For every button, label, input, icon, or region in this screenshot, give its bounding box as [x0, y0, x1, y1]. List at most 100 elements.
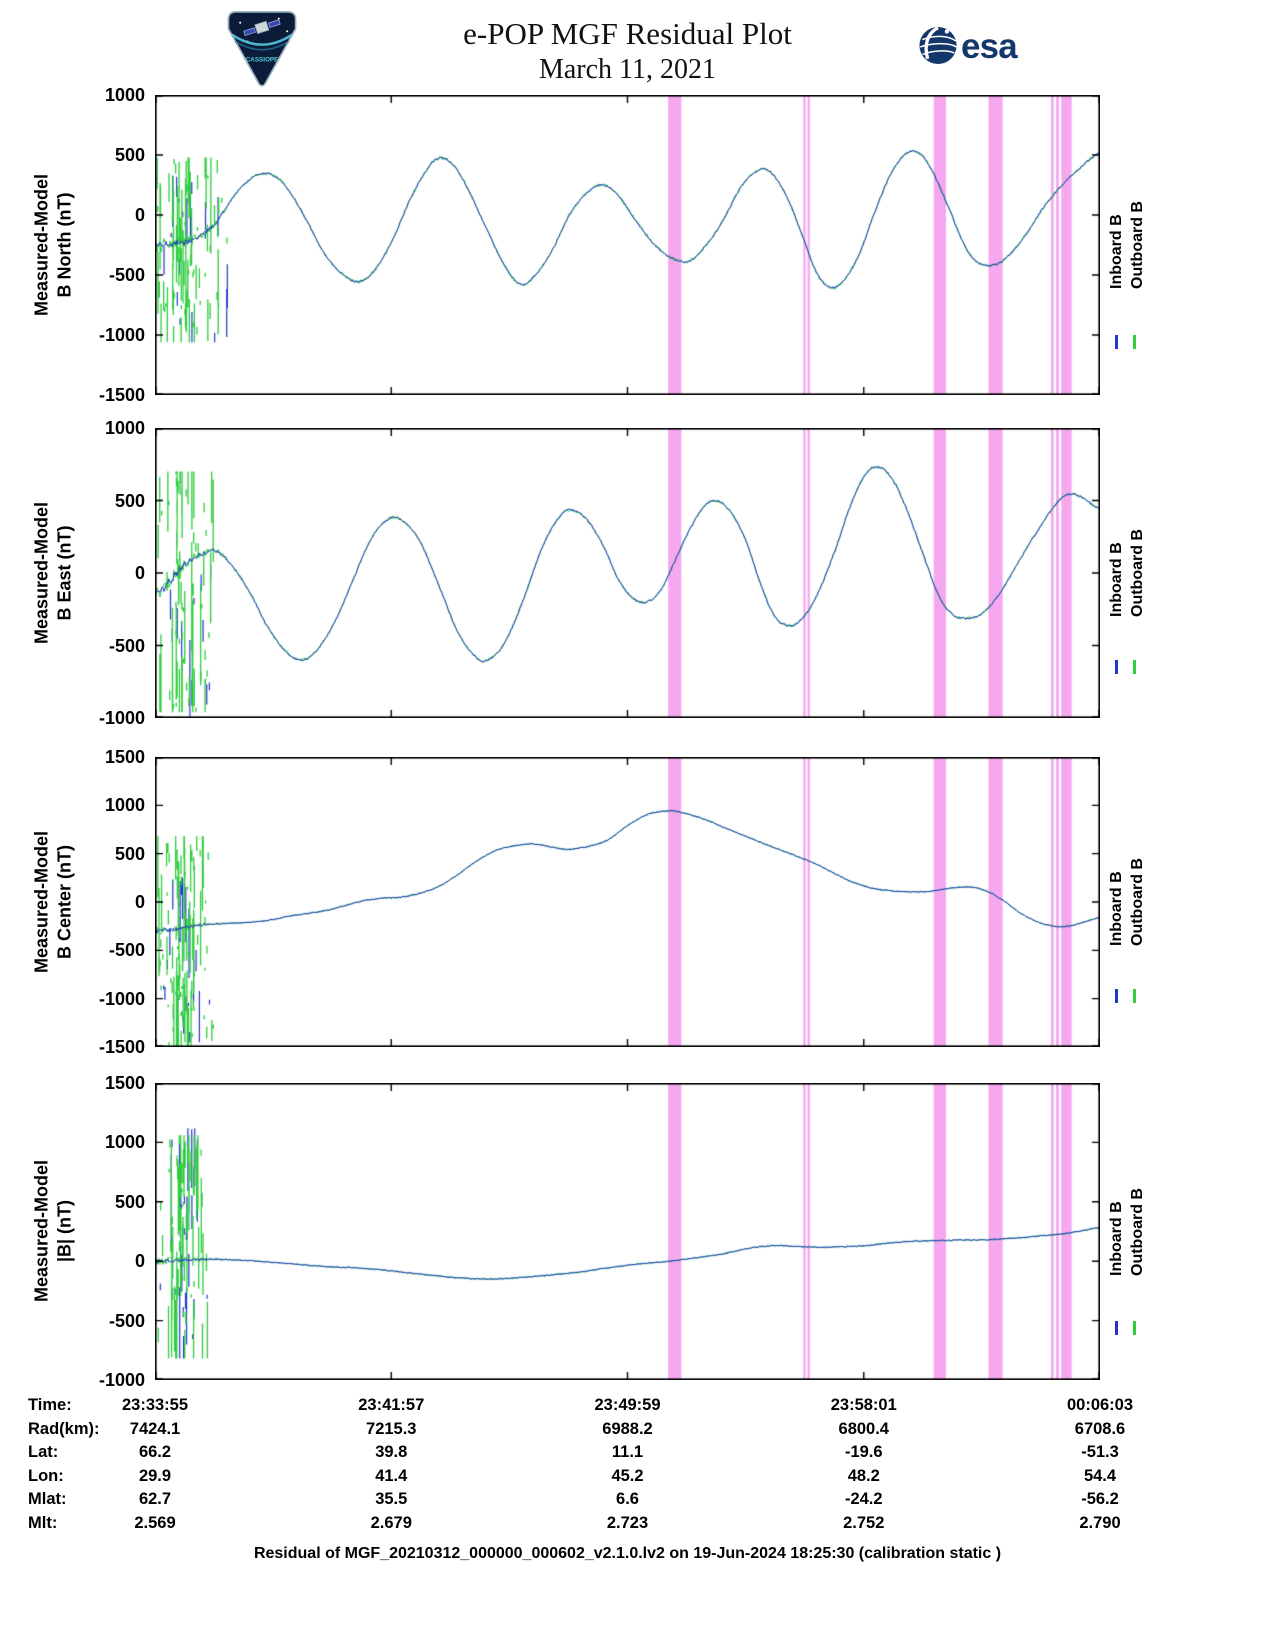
legend-labels: Inboard B Outboard B: [1108, 529, 1147, 617]
legend-b-center: Inboard B Outboard B: [1106, 757, 1166, 1047]
axis-row-label-lon: Lon:: [28, 1466, 64, 1485]
axis-value: 62.7: [138, 1490, 172, 1508]
y-axis-label-b-north: Measured-Model B North (nT): [31, 174, 78, 316]
axis-value: 6.6: [616, 1490, 639, 1508]
esa-logo: esa: [918, 22, 1044, 74]
y-tick-label: 1000: [104, 85, 145, 105]
axis-value: 23:49:59: [594, 1396, 661, 1414]
axis-value: 23:58:01: [830, 1396, 897, 1414]
axis-row-values: 66.2 39.8 11.1 -19.6 -51.3: [0, 1443, 1275, 1467]
legend-labels: Inboard B Outboard B: [1108, 858, 1147, 946]
cassiope-patch-icon: CASSIOPE: [227, 11, 297, 87]
x-axis-annotation-table: Time: 23:33:55 23:41:57 23:49:59 23:58:01 00…: [0, 1396, 1275, 1537]
esa-logo-icon: esa: [919, 26, 1019, 66]
inboard-line-sample-icon: [1115, 989, 1118, 1003]
axis-value: 35.5: [375, 1490, 408, 1508]
axis-value: 11.1: [611, 1443, 644, 1461]
axis-row-mlt: Mlt: 2.569 2.679 2.723 2.752 2.790: [0, 1514, 1275, 1538]
axis-value: 6708.6: [1074, 1419, 1126, 1438]
y-tick-label: 500: [114, 843, 145, 864]
axis-value: 2.679: [370, 1513, 412, 1532]
outboard-line-sample-icon: [1133, 660, 1136, 674]
axis-value: 2.723: [606, 1513, 649, 1532]
axis-row-values: 2.569 2.679 2.723 2.752 2.790: [0, 1514, 1275, 1538]
legend-outboard-label: Outboard B: [1129, 529, 1146, 617]
axis-row-label-rad: Rad(km):: [28, 1419, 100, 1438]
y-axis-label-line1: Measured-Model: [31, 501, 52, 645]
axis-row-lat: Lat: 66.2 39.8 11.1 -19.6 -51.3: [0, 1443, 1275, 1467]
y-axis-label-b-magnitude: Measured-Model |B| (nT): [31, 1160, 78, 1302]
axis-row-values: 23:33:55 23:41:57 23:49:59 23:58:01 00:06:03: [0, 1396, 1275, 1420]
legend-labels: Inboard B Outboard B: [1108, 201, 1147, 289]
legend-b-magnitude: Inboard B Outboard B: [1106, 1083, 1166, 1380]
y-axis-label-b-east: Measured-Model B East (nT): [31, 502, 78, 644]
axis-value: 39.8: [375, 1443, 408, 1461]
axis-value: 6800.4: [838, 1419, 889, 1438]
axis-row-values: 7424.1 7215.3 6988.2 6800.4 6708.6: [0, 1420, 1275, 1444]
y-axis-label-b-center: Measured-Model B Center (nT): [31, 831, 78, 973]
axis-value: -56.2: [1081, 1490, 1119, 1508]
axis-row-label-mlt: Mlt:: [28, 1513, 58, 1532]
axis-row-label-mlat: Mlat:: [28, 1490, 67, 1508]
axis-value: 2.790: [1079, 1513, 1121, 1532]
outboard-line-sample-icon: [1133, 1320, 1136, 1335]
y-tick-label: 1000: [104, 1132, 145, 1153]
legend-outboard-label: Outboard B: [1129, 201, 1146, 289]
y-tick-label: -1500: [98, 385, 145, 405]
y-tick-label: -1500: [98, 1037, 145, 1057]
axis-value: -51.3: [1081, 1443, 1119, 1461]
y-tick-label: -500: [108, 940, 145, 961]
outboard-line-sample-icon: [1133, 989, 1136, 1003]
plot-canvas-b-center: [155, 757, 1100, 1047]
legend-line-samples: [1115, 989, 1136, 1003]
axis-row-label-lat: Lat:: [28, 1443, 59, 1461]
y-tick-label: 1000: [104, 418, 145, 438]
y-tick-label: 500: [114, 490, 145, 511]
y-tick-label: 1500: [104, 747, 145, 767]
axis-value: 00:06:03: [1066, 1396, 1134, 1414]
legend-line-samples: [1115, 1320, 1136, 1335]
y-axis-label-line2: |B| (nT): [55, 1199, 75, 1263]
y-axis-label-line2: B Center (nT): [55, 845, 75, 959]
y-tick-label: 1000: [104, 795, 145, 816]
y-axis-label-line1: Measured-Model: [31, 173, 52, 317]
plot-canvas-b-north: [155, 95, 1100, 395]
legend-labels: Inboard B Outboard B: [1108, 1188, 1147, 1276]
esa-logo-text: esa: [961, 27, 1018, 66]
y-axis-label-line1: Measured-Model: [31, 830, 52, 974]
legend-inboard-label: Inboard B: [1108, 214, 1125, 289]
y-tick-label: 0: [134, 892, 145, 912]
legend-outboard-label: Outboard B: [1129, 1187, 1146, 1276]
legend-line-samples: [1115, 660, 1136, 674]
inboard-line-sample-icon: [1115, 660, 1118, 674]
y-tick-label: 0: [134, 205, 145, 225]
y-tick-label: -500: [108, 635, 145, 656]
y-axis-label-line1: Measured-Model: [31, 1159, 52, 1303]
axis-row-lon: Lon: 29.9 41.4 45.2 48.2 54.4: [0, 1467, 1275, 1491]
axis-value: 54.4: [1083, 1466, 1117, 1485]
cassiope-patch-label: CASSIOPE: [246, 56, 279, 63]
axis-value: 29.9: [138, 1466, 172, 1485]
y-tick-label: 1500: [104, 1073, 145, 1093]
axis-value: 7424.1: [129, 1419, 181, 1438]
axis-row-values: 62.7 35.5 6.6 -24.2 -56.2: [0, 1490, 1275, 1514]
y-axis-label-line2: B East (nT): [55, 525, 75, 621]
y-tick-label: 500: [114, 1191, 145, 1212]
plot-canvas-b-east: [155, 428, 1100, 718]
y-tick-label: -1000: [98, 1370, 145, 1390]
legend-b-east: Inboard B Outboard B: [1106, 428, 1166, 718]
axis-row-rad: Rad(km): 7424.1 7215.3 6988.2 6800.4 6708.6: [0, 1420, 1275, 1444]
y-tick-label: 0: [134, 1251, 145, 1272]
y-tick-label: -500: [108, 1310, 145, 1331]
footer-source-text: Residual of MGF_20210312_000000_000602_v…: [253, 1545, 1002, 1562]
legend-b-north: Inboard B Outboard B: [1106, 95, 1166, 395]
chart-title: e-POP MGF Residual Plot: [463, 16, 792, 51]
y-tick-label: -1000: [98, 708, 145, 728]
legend-inboard-label: Inboard B: [1108, 542, 1125, 617]
inboard-line-sample-icon: [1115, 1320, 1118, 1335]
axis-row-time: Time: 23:33:55 23:41:57 23:49:59 23:58:01 00…: [0, 1396, 1275, 1420]
axis-value: 41.4: [375, 1466, 408, 1485]
axis-row-mlat: Mlat: 62.7 35.5 6.6 -24.2 -56.2: [0, 1490, 1275, 1514]
axis-value: 6988.2: [602, 1419, 653, 1438]
